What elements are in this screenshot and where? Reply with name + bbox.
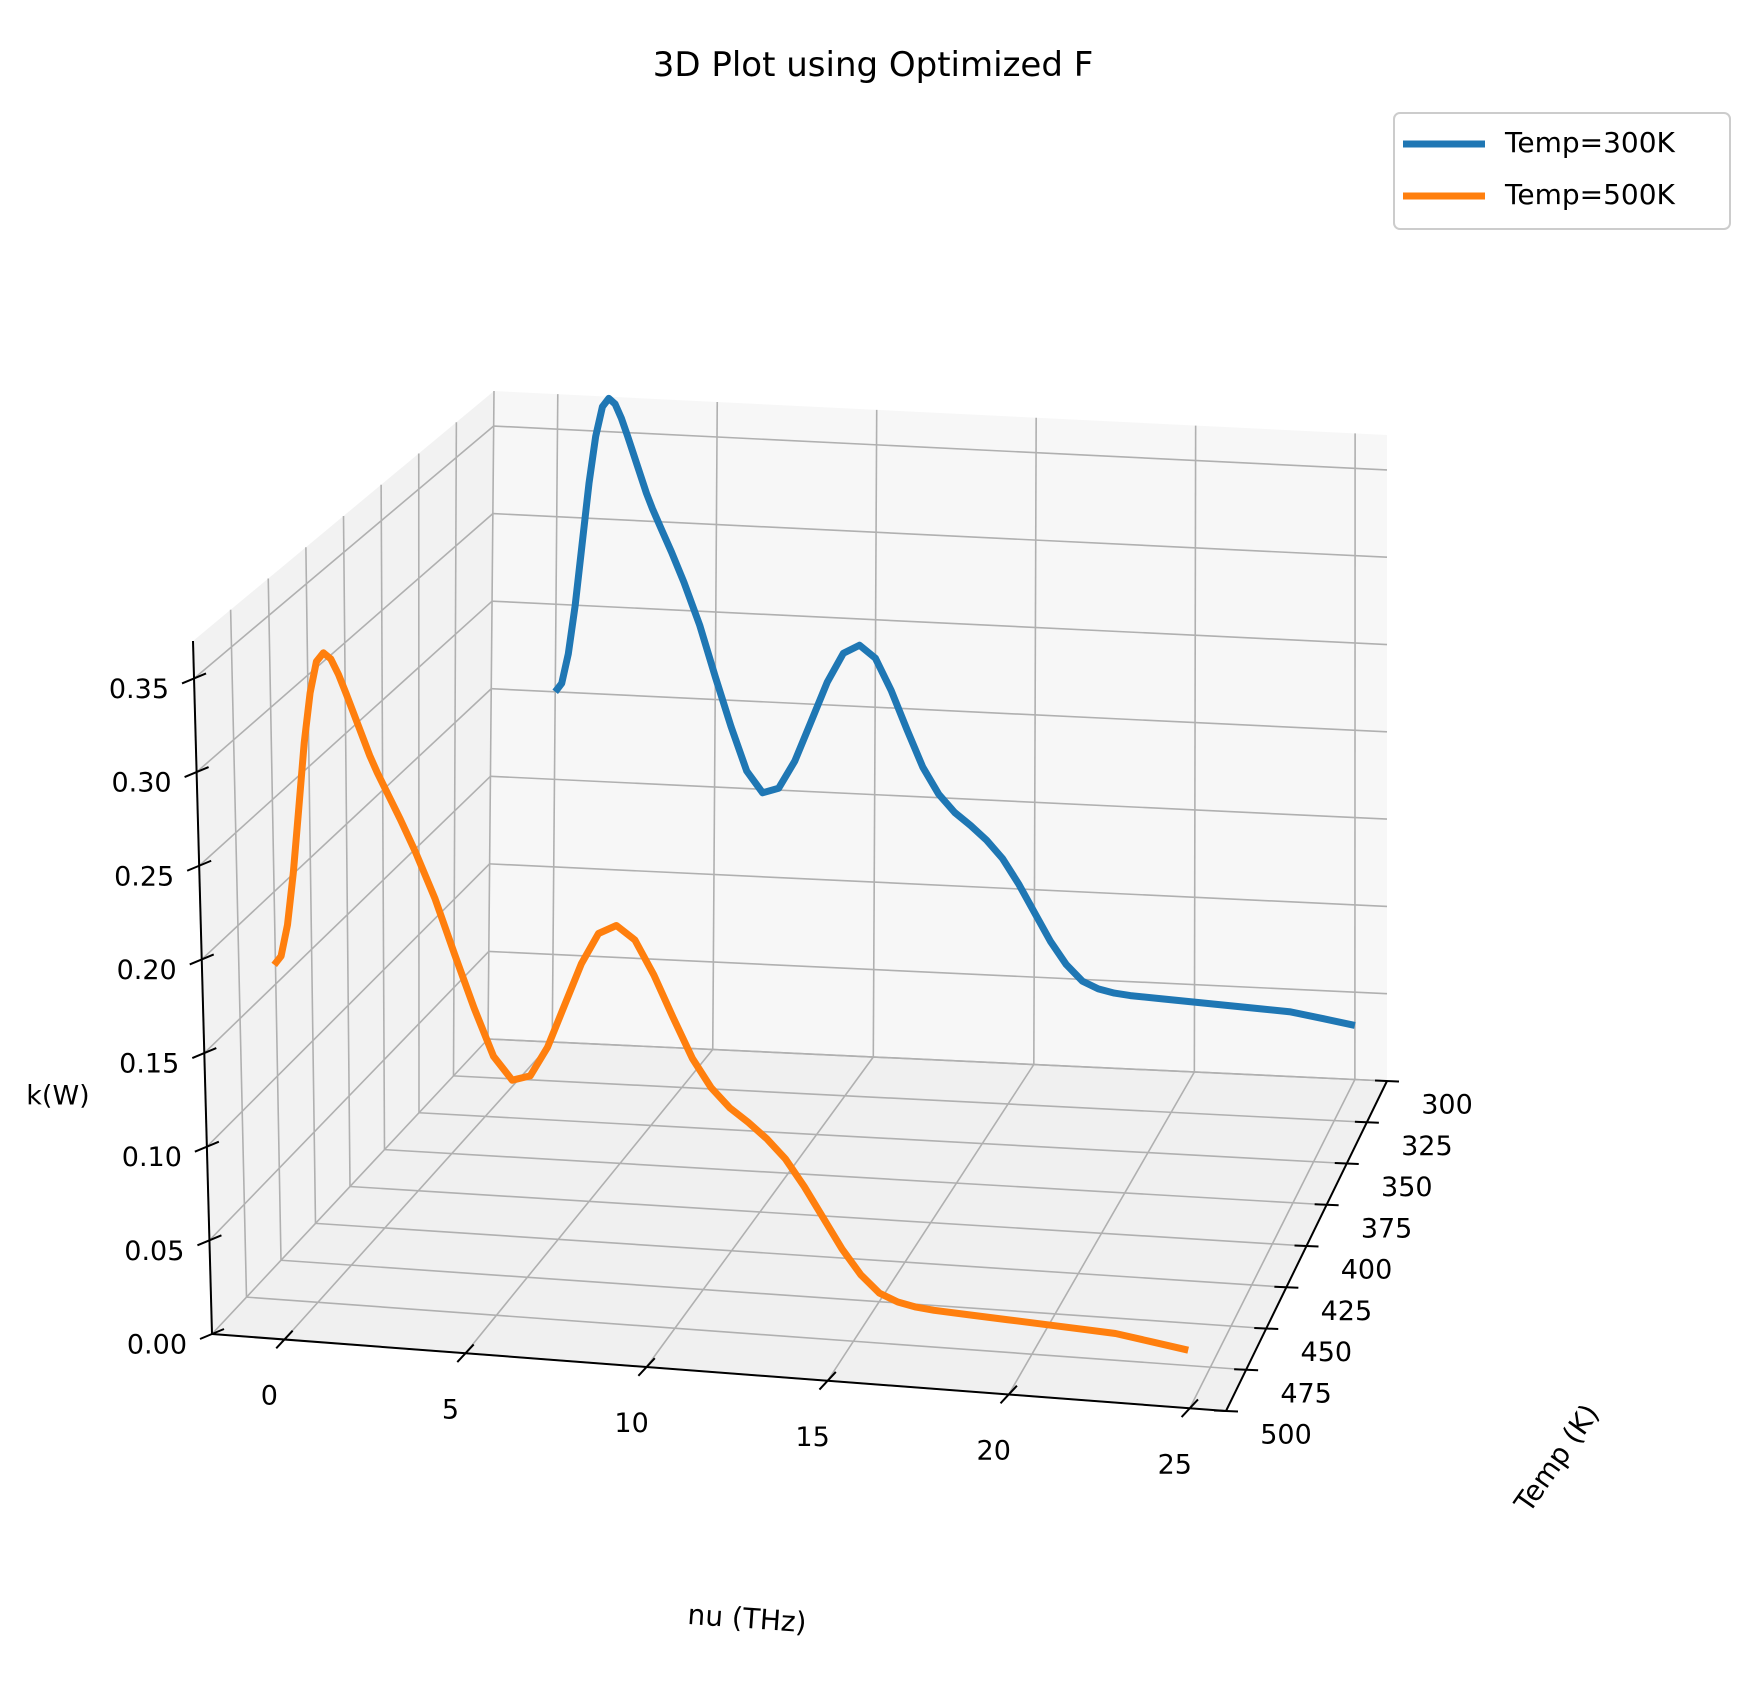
temp-tick-label-3: 375 [1361,1213,1413,1244]
legend-label-1: Temp=500K [1504,178,1676,211]
x-tick-label-3: 15 [795,1422,829,1453]
z-tick-label-6: 0.30 [111,768,171,799]
temp-tick-4 [1295,1245,1319,1246]
temp-tick-label-0: 300 [1421,1090,1473,1121]
z-tick-label-2: 0.10 [122,1142,182,1173]
z-tick-label-1: 0.05 [124,1236,184,1267]
temp-tick-label-2: 350 [1381,1172,1433,1203]
z-tick-label-0: 0.00 [127,1330,187,1361]
axis-panes [193,391,1387,1411]
temp-tick-6 [1254,1328,1278,1329]
z-tick-label-4: 0.20 [117,955,177,986]
z-tick-label-5: 0.25 [114,861,174,892]
x-tick-label-0: 0 [261,1381,278,1412]
temp-tick-label-5: 425 [1321,1296,1373,1327]
x-tick-label-4: 20 [977,1436,1011,1467]
chart-title: 3D Plot using Optimized F [653,45,1094,85]
temp-tick-label-6: 450 [1301,1337,1353,1368]
temp-tick-5 [1274,1287,1298,1288]
temp-tick-label-7: 475 [1280,1378,1332,1409]
temp-tick-1 [1355,1122,1379,1123]
x-tick-label-2: 10 [614,1408,648,1439]
temp-tick-label-4: 400 [1341,1255,1393,1286]
z-axis-label: k(W) [26,1081,89,1112]
temp-tick-0 [1375,1080,1399,1081]
temp-tick-7 [1234,1369,1258,1370]
temp-tick-label-1: 325 [1401,1131,1453,1162]
y-axis-label: Temp (K) [1507,1398,1606,1519]
z-tick-label-3: 0.15 [119,1049,179,1080]
x-axis-label: nu (THz) [687,1598,808,1639]
temp-tick-2 [1335,1163,1359,1164]
x-tick-label-1: 5 [442,1394,459,1425]
temp-tick-label-8: 500 [1260,1420,1312,1451]
temp-tick-3 [1315,1204,1339,1205]
temp-tick-8 [1214,1410,1238,1411]
pane-back [488,391,1387,1081]
legend-label-0: Temp=300K [1504,126,1676,159]
legend: Temp=300K Temp=500K [1394,113,1730,229]
z-tick-label-7: 0.35 [109,674,169,705]
x-tick-label-5: 25 [1158,1449,1192,1480]
